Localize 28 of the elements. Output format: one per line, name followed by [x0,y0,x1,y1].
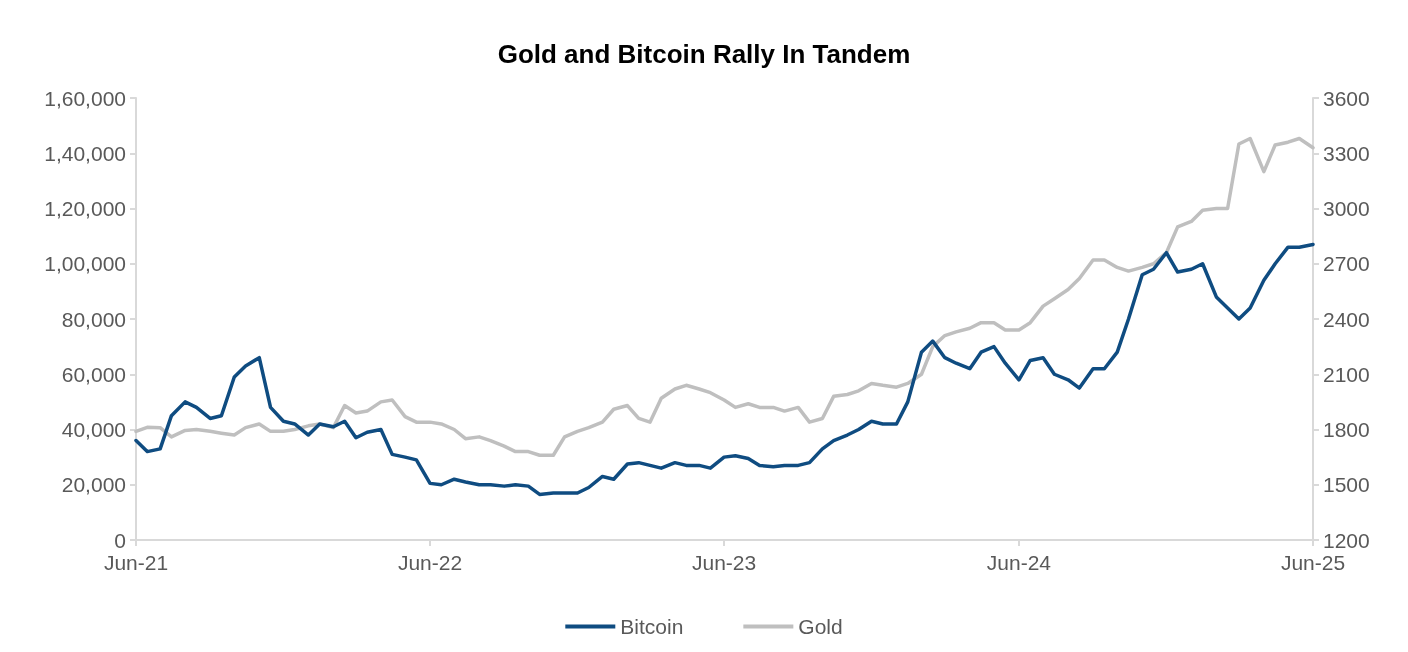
y2-tick-label: 1500 [1323,473,1370,497]
y2-tick-label: 1200 [1323,528,1370,552]
y2-tick-label: 2700 [1323,252,1370,276]
y-tick-label: 60,000 [61,362,126,386]
y2-tick-label: 3600 [1323,86,1370,110]
y-tick-label: 20,000 [61,473,126,497]
line-series [134,242,1315,497]
legend-label: Gold [798,615,843,638]
y2-tick-label: 3300 [1323,141,1370,165]
y-tick-label: 0 [114,528,126,552]
x-tick-label: Jun-25 [1280,551,1346,574]
x-tick-label: Jun-22 [397,551,463,574]
y-tick-label: 1,60,000 [44,86,126,110]
y-tick-label: 1,40,000 [44,141,126,165]
y-tick-label: 1,20,000 [44,197,126,220]
x-tick-label: Jun-23 [691,551,757,574]
x-tick-label: Jun-24 [986,551,1052,574]
chart-title: Gold and Bitcoin Rally In Tandem [497,39,911,69]
line-series [134,136,1315,458]
y-tick-label: 1,00,000 [44,252,126,276]
y2-tick-label: 3000 [1323,197,1370,220]
y2-tick-label: 1800 [1323,418,1370,441]
y-tick-label: 80,000 [61,307,126,331]
x-tick-label: Jun-21 [103,551,169,574]
legend-label: Bitcoin [620,615,684,638]
y2-tick-label: 2400 [1323,307,1370,331]
y2-tick-label: 2100 [1323,362,1370,386]
y-tick-label: 40,000 [61,418,126,441]
